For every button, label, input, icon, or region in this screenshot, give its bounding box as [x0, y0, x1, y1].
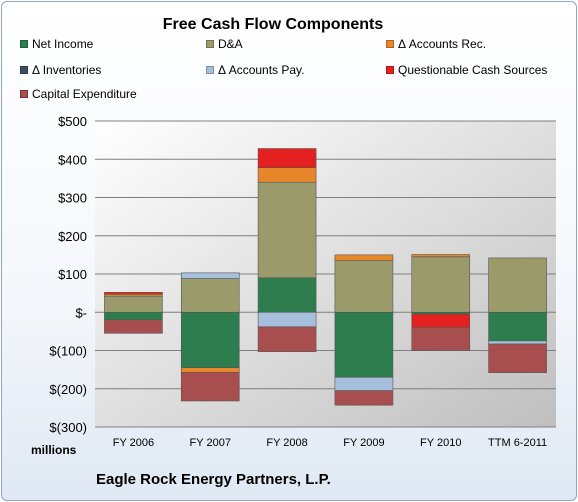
legend-swatch: [20, 40, 28, 48]
bar-segment: [180, 278, 240, 313]
x-tick-label: FY 2009: [343, 437, 384, 449]
legend-item-net-income: Net Income: [20, 37, 93, 51]
chart-title: Free Cash Flow Components: [162, 16, 384, 33]
bar-segment: [257, 167, 317, 183]
legend-swatch: [20, 90, 28, 98]
bar-segment: [411, 254, 471, 258]
bar-segment: [257, 277, 317, 313]
legend-label: Net Income: [32, 37, 94, 51]
bar-segment: [334, 390, 394, 406]
legend-swatch: [20, 66, 28, 74]
legend-item-questionable: Questionable Cash Sources: [386, 63, 547, 77]
x-tick-label: TTM 6-2011: [488, 437, 547, 449]
x-tick-label: FY 2006: [113, 437, 154, 449]
bar-segment: [488, 311, 547, 342]
bar-segment: [180, 272, 240, 279]
bar-segment: [257, 148, 317, 168]
y-tick-label: $200: [58, 229, 87, 244]
bar-segment: [334, 376, 394, 391]
bar-segment: [411, 327, 471, 351]
y-tick-label: $400: [58, 152, 87, 167]
bar-segment: [411, 313, 471, 328]
y-tick-label: $(300): [49, 420, 87, 435]
y-tick-label: $500: [58, 114, 87, 129]
y-tick-label: $(200): [49, 382, 87, 397]
y-tick-label: $(100): [49, 344, 87, 359]
legend-item-capex: Capital Expenditure: [20, 87, 137, 101]
bar-segment: [334, 311, 394, 378]
bar-segment: [257, 311, 317, 328]
legend-swatch: [386, 66, 394, 74]
y-tick-label: $-: [75, 305, 87, 320]
legend-swatch: [386, 40, 394, 48]
legend-label: D&A: [218, 37, 243, 51]
legend-swatch: [206, 66, 214, 74]
legend-label: Questionable Cash Sources: [398, 63, 548, 77]
bar-segment: [104, 319, 163, 334]
bar-segment: [180, 372, 240, 402]
legend-item-inventories: Δ Inventories: [20, 63, 101, 77]
bar-segment: [411, 256, 471, 313]
bar-segment: [488, 343, 547, 373]
legend-label: Capital Expenditure: [32, 87, 137, 101]
legend-swatch: [206, 40, 214, 48]
bar-segment: [488, 257, 547, 313]
legend-label: Δ Accounts Pay.: [218, 63, 305, 77]
bar-segment: [104, 292, 163, 295]
y-axis-units: millions: [31, 443, 77, 457]
bar-segment: [334, 254, 394, 261]
legend-item-accounts-pay: Δ Accounts Pay.: [206, 63, 305, 77]
x-tick-label: FY 2007: [190, 437, 231, 449]
x-tick-label: FY 2010: [420, 437, 461, 449]
bar-segment: [104, 295, 163, 313]
x-tick-label: FY 2008: [266, 437, 307, 449]
bar-segment: [180, 367, 240, 373]
y-tick-label: $100: [58, 267, 87, 282]
bar-segment: [257, 326, 317, 352]
y-tick-label: $300: [58, 191, 87, 206]
bar-segment: [334, 260, 394, 313]
legend-item-da: D&A: [206, 37, 243, 51]
bar-segment: [104, 311, 163, 321]
bar-segment: [257, 181, 317, 279]
bar-segment: [488, 340, 547, 345]
company-name: Eagle Rock Energy Partners, L.P.: [96, 471, 331, 488]
legend-label: Δ Inventories: [32, 63, 102, 77]
bar-segment: [180, 311, 240, 369]
legend-item-accounts-rec: Δ Accounts Rec.: [386, 37, 486, 51]
legend-label: Δ Accounts Rec.: [398, 37, 487, 51]
